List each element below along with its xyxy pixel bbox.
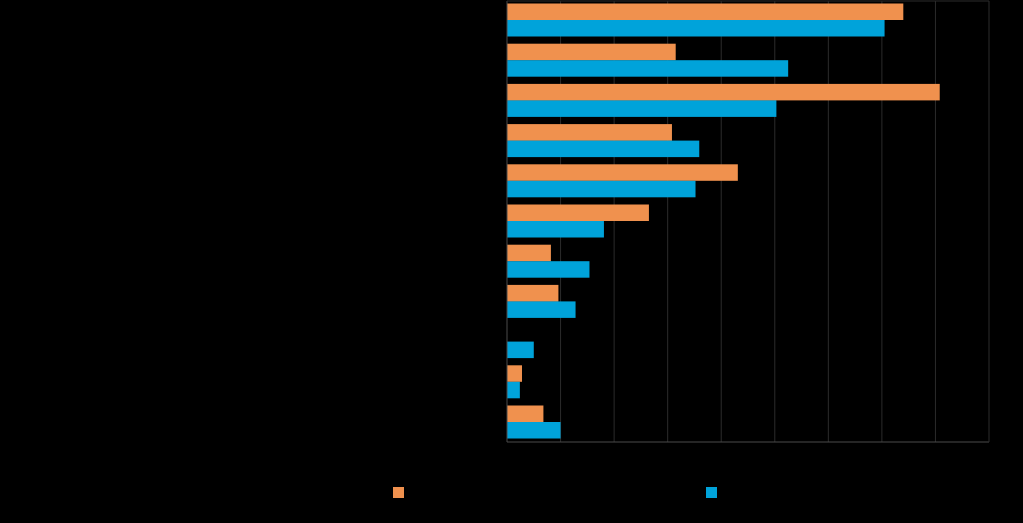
- bar-b-1: [507, 60, 789, 77]
- bars: [507, 3, 940, 439]
- bar-a-1: [507, 43, 676, 61]
- bar-b-4: [507, 180, 696, 198]
- bar-a-5: [507, 204, 649, 221]
- bar-b-7: [507, 301, 576, 318]
- bar-a-2: [507, 83, 940, 101]
- bar-a-3: [507, 124, 672, 141]
- bar-b-6: [507, 261, 590, 278]
- bar-a-10: [507, 405, 544, 422]
- bar-b-2: [507, 100, 777, 117]
- bar-a-0: [507, 3, 904, 20]
- bar-a-7: [507, 284, 559, 302]
- legend-swatch-series-b: [706, 487, 717, 498]
- legend-item-series-b: [706, 487, 725, 498]
- bar-b-10: [507, 422, 561, 439]
- bar-a-6: [507, 244, 551, 262]
- legend-item-series-a: [393, 487, 412, 498]
- bar-a-4: [507, 164, 738, 181]
- bar-b-5: [507, 221, 604, 238]
- bar-b-3: [507, 140, 700, 158]
- bar-b-9: [507, 381, 520, 399]
- bar-a-9: [507, 365, 522, 382]
- bar-b-0: [507, 20, 885, 37]
- bar-b-8: [507, 341, 534, 359]
- legend-swatch-series-a: [393, 487, 404, 498]
- axes: [506, 0, 990, 443]
